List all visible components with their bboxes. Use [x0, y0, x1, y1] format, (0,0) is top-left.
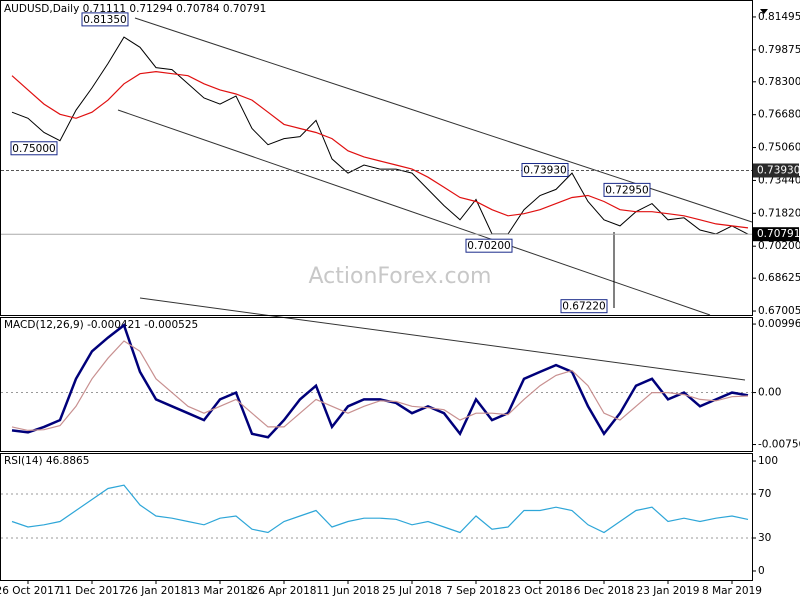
y-tick-label: 0.009964	[758, 318, 800, 330]
last-price-tag	[753, 227, 799, 242]
y-tick-label: 0.00	[758, 387, 781, 399]
y-tick-label: 0.68625	[758, 272, 800, 284]
y-tick-label: 0.78300	[758, 76, 800, 88]
level-tag	[753, 163, 799, 178]
y-tick-label: 0.81495	[758, 11, 800, 23]
price-annotation-box	[603, 182, 651, 197]
rsi-header: RSI(14) 46.8865	[4, 455, 89, 467]
y-tick-label: -0.00756	[758, 439, 800, 451]
x-tick-label: 25 Jul 2018	[382, 585, 441, 597]
signal-line	[11, 340, 749, 432]
panel-frame	[0, 317, 753, 452]
y-tick-label: 0.79875	[758, 44, 800, 56]
y-tick-label: 0.76680	[758, 109, 800, 121]
macd-header: MACD(12,26,9) -0.000421 -0.000525	[4, 319, 198, 331]
y-tick-label: 30	[758, 532, 771, 544]
last-price-label: 0.70791	[757, 228, 800, 240]
y-tick-label: 0.67005	[758, 305, 800, 317]
y-tick-label: 0.75060	[758, 142, 800, 154]
price-annotation-box	[10, 141, 58, 156]
y-tick-label: 70	[758, 488, 771, 500]
y-tick-label: 0.71820	[758, 207, 800, 219]
price-annotation: 0.72950	[605, 184, 648, 196]
price-annotation: 0.70200	[467, 240, 510, 252]
x-tick-label: 11 Dec 2017	[58, 585, 125, 597]
x-tick-label: 23 Jan 2019	[637, 585, 700, 597]
price-annotation: 0.75000	[12, 143, 55, 155]
macd-trendline	[139, 297, 746, 381]
x-tick-label: 23 Oct 2018	[508, 585, 573, 597]
watermark: ActionForex.com	[309, 264, 492, 289]
price-line	[11, 36, 749, 235]
panel-frame	[0, 453, 753, 581]
price-annotation-box	[560, 299, 608, 314]
x-tick-label: 8 Mar 2019	[702, 585, 762, 597]
x-tick-label: 6 Dec 2018	[574, 585, 634, 597]
x-tick-label: 26 Apr 2018	[252, 585, 317, 597]
x-tick-label: 13 Mar 2018	[187, 585, 254, 597]
price-annotation-box	[465, 238, 513, 253]
price-annotation: 0.67220	[562, 301, 605, 313]
y-tick-label: 0.70200	[758, 240, 800, 252]
macd-line	[11, 323, 749, 439]
x-tick-label: 26 Oct 2017	[0, 585, 60, 597]
price-annotation-box	[81, 12, 129, 27]
x-tick-label: 11 Jun 2018	[316, 585, 379, 597]
moving-average	[11, 70, 749, 229]
price-annotation: 0.81350	[83, 14, 126, 26]
panel-frame	[0, 0, 753, 316]
x-tick-label: 7 Sep 2018	[446, 585, 506, 597]
channel-lower	[117, 109, 711, 316]
level-tag-label: 0.73930	[757, 164, 800, 176]
y-tick-label: 0	[758, 565, 765, 577]
y-tick-label: 100	[758, 455, 778, 467]
x-tick-label: 26 Jan 2018	[125, 585, 188, 597]
menu-arrow[interactable]	[760, 9, 768, 14]
rsi-line	[11, 484, 749, 534]
price-annotation-box	[521, 162, 569, 177]
price-annotation: 0.73930	[523, 164, 566, 176]
price-header: AUDUSD,Daily 0.71111 0.71294 0.70784 0.7…	[4, 3, 266, 15]
